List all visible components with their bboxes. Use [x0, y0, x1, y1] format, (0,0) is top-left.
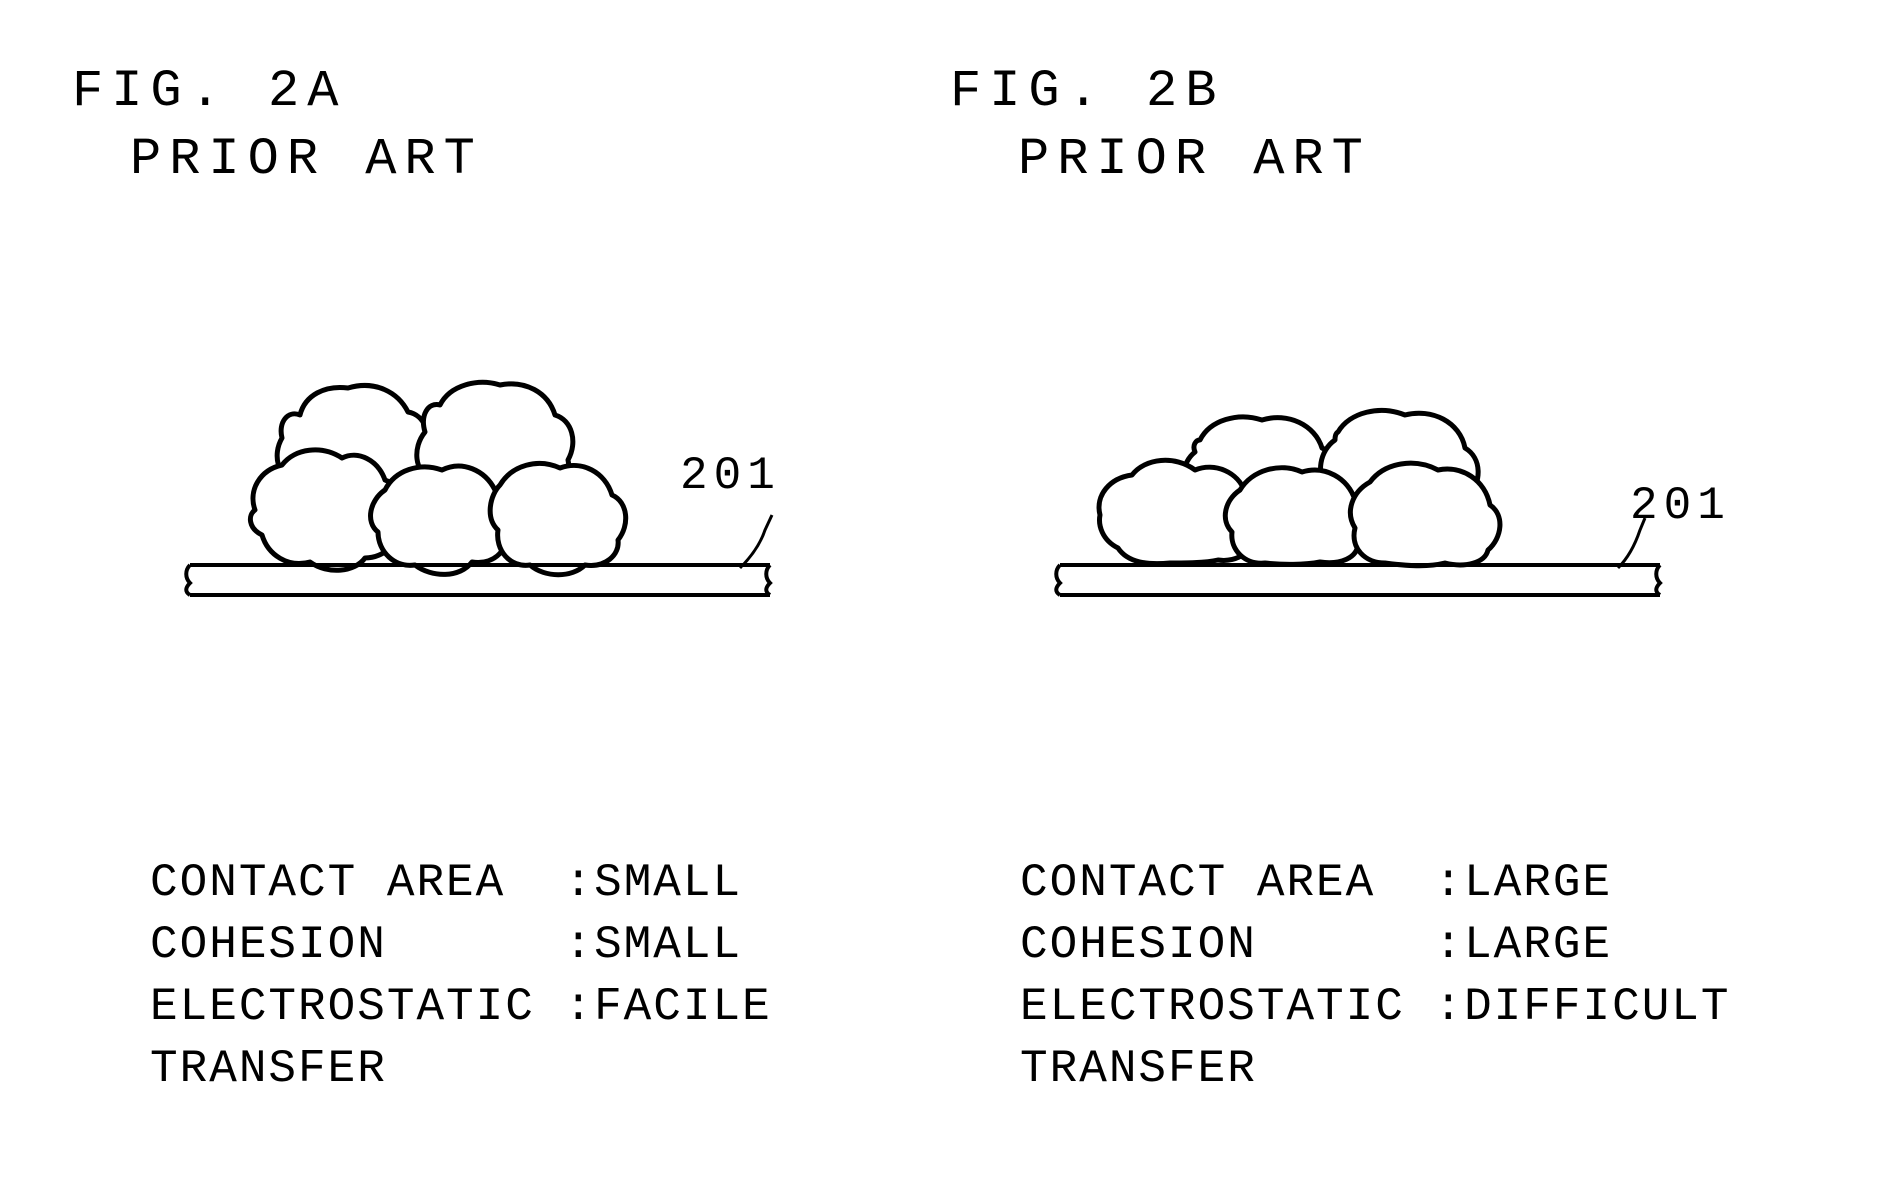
fig-2a-contact-area: CONTACT AREA :SMALL: [150, 857, 742, 909]
fig-2a-title-line2: PRIOR ART: [130, 130, 483, 189]
fig-2b-title-line1: FIG. 2B: [950, 62, 1224, 121]
fig-2a-properties: CONTACT AREA :SMALL COHESION :SMALL ELEC…: [150, 790, 772, 1100]
fig-2a-transfer: TRANSFER: [150, 1043, 387, 1095]
fig-2b-properties: CONTACT AREA :LARGE COHESION :LARGE ELEC…: [1020, 790, 1731, 1100]
fig-2a-electrostatic: ELECTROSTATIC :FACILE: [150, 981, 772, 1033]
fig-2b-title-line2: PRIOR ART: [1018, 130, 1371, 189]
fig-2b-contact-area: CONTACT AREA :LARGE: [1020, 857, 1612, 909]
fig-2b-electrostatic: ELECTROSTATIC :DIFFICULT: [1020, 981, 1731, 1033]
fig-2b-cohesion: COHESION :LARGE: [1020, 919, 1612, 971]
fig-2b-transfer: TRANSFER: [1020, 1043, 1257, 1095]
fig-2a-title-line1: FIG. 2A: [72, 62, 346, 121]
fig-2a-ref-number: 201: [680, 450, 781, 502]
fig-2a-cohesion: COHESION :SMALL: [150, 919, 742, 971]
fig-2b-ref-number: 201: [1630, 480, 1731, 532]
